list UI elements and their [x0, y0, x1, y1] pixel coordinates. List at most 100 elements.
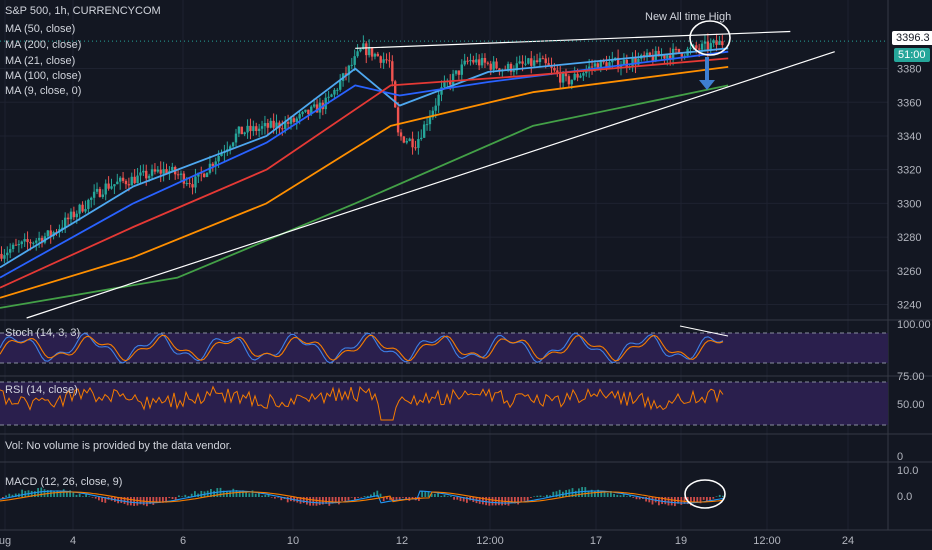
- rsi-axis-tick-75: 75.00: [897, 371, 925, 383]
- macd-histogram-bar: [325, 497, 327, 504]
- macd-histogram-bar: [280, 497, 283, 501]
- macd-histogram-bar: [674, 497, 676, 507]
- macd-histogram-bar: [370, 494, 372, 497]
- macd-histogram-bar: [184, 494, 187, 497]
- candle-body: [425, 124, 429, 126]
- macd-histogram-bar: [200, 490, 203, 497]
- macd-histogram-bar: [638, 497, 641, 500]
- candle-body: [228, 146, 232, 150]
- candle-body: [492, 61, 495, 70]
- candle-body: [573, 73, 576, 80]
- volume-pane-label[interactable]: Vol: No volume is provided by the data v…: [5, 440, 232, 452]
- macd-histogram-bar: [386, 497, 388, 500]
- macd-histogram-bar: [606, 492, 609, 497]
- candle-body: [220, 153, 223, 157]
- candle-body: [373, 53, 377, 57]
- stoch-pane-label[interactable]: Stoch (14, 3, 3): [5, 327, 81, 339]
- time-axis-tick-label: 12:00: [476, 535, 504, 547]
- candle-body: [712, 40, 715, 44]
- price-axis-tick-label: 3240: [897, 300, 921, 312]
- ath-annotation: New All time High: [645, 11, 732, 23]
- macd-circle: [684, 479, 726, 509]
- macd-histogram-bar: [718, 494, 721, 497]
- macd-histogram-bar: [136, 497, 139, 506]
- candle-body: [182, 173, 186, 184]
- macd-histogram-bar: [603, 490, 606, 497]
- candle-body: [295, 118, 298, 122]
- candle-body: [367, 47, 371, 56]
- macd-histogram-bar: [427, 491, 430, 497]
- macd-histogram-bar: [251, 490, 254, 497]
- candle-body: [185, 183, 188, 185]
- macd-histogram-bar: [549, 495, 551, 497]
- candle-body: [399, 132, 403, 137]
- candle-body: [72, 211, 76, 218]
- candle-body: [449, 81, 452, 85]
- macd-histogram-bar: [306, 497, 308, 505]
- time-axis-tick-label: ug: [0, 535, 11, 547]
- macd-histogram-bar: [578, 488, 580, 497]
- candle-body: [706, 41, 710, 50]
- candle-body: [515, 63, 518, 71]
- candle-body: [721, 41, 724, 46]
- time-axis-tick-label: 12:00: [753, 535, 781, 547]
- indicator-ma200-label[interactable]: MA (200, close): [5, 39, 82, 51]
- candle-body: [460, 64, 463, 75]
- candle-body: [191, 184, 194, 188]
- symbol-title[interactable]: S&P 500, 1h, CURRENCYCOM: [5, 5, 161, 17]
- candle-body: [700, 43, 704, 50]
- macd-histogram-bar: [398, 497, 401, 501]
- macd-histogram-bar: [338, 497, 340, 505]
- candle-body: [486, 62, 490, 64]
- moving-average-line: [0, 47, 729, 269]
- candle-body: [703, 41, 707, 44]
- macd-histogram-bar: [597, 489, 599, 497]
- indicator-ma100-label[interactable]: MA (100, close): [5, 70, 82, 82]
- macd-histogram-bar: [261, 495, 263, 497]
- rsi-pane-label[interactable]: RSI (14, close): [5, 384, 78, 396]
- candle-body: [127, 184, 131, 186]
- macd-histogram-bar: [357, 497, 359, 498]
- candle-body: [81, 204, 84, 212]
- candle-body: [84, 208, 87, 212]
- candle-body: [101, 194, 105, 197]
- macd-line: [0, 490, 724, 504]
- candle-body: [475, 59, 478, 63]
- macd-histogram-bar: [664, 497, 667, 505]
- macd-histogram-bar: [584, 487, 587, 497]
- macd-histogram-bar: [526, 497, 529, 502]
- candle-body: [660, 55, 663, 57]
- macd-histogram-bar: [91, 497, 94, 498]
- macd-histogram-bar: [149, 497, 151, 504]
- candle-body: [538, 58, 542, 63]
- indicator-ma21-label[interactable]: MA (21, close): [5, 55, 76, 67]
- macd-histogram-bar: [373, 492, 375, 497]
- candle-body: [382, 59, 385, 63]
- candle-body: [362, 43, 365, 50]
- candle-body: [480, 58, 484, 66]
- macd-histogram-bar: [94, 497, 97, 499]
- indicator-ma9-label[interactable]: MA (9, close, 0): [5, 85, 82, 97]
- macd-histogram-bar: [171, 497, 174, 500]
- macd-histogram-bar: [696, 497, 699, 502]
- macd-histogram-bar: [488, 497, 491, 506]
- macd-pane-label[interactable]: MACD (12, 26, close, 9): [5, 476, 123, 488]
- macd-histogram-bar: [712, 497, 715, 499]
- macd-histogram-bar: [187, 496, 190, 497]
- macd-histogram-bar: [354, 497, 356, 500]
- macd-histogram-bar: [8, 493, 11, 497]
- trendline-resistance: [355, 30, 791, 49]
- candle-body: [379, 56, 382, 63]
- candle-body: [78, 204, 81, 214]
- candle-body: [564, 73, 568, 77]
- candle-body: [205, 172, 209, 178]
- indicator-ma50-label[interactable]: MA (50, close): [5, 23, 76, 35]
- macd-histogram-bar: [418, 497, 420, 501]
- macd-histogram-bar: [632, 497, 635, 498]
- macd-histogram-bar: [683, 497, 686, 504]
- candle-body: [66, 217, 70, 220]
- macd-histogram-bar: [104, 497, 107, 503]
- macd-histogram-bar: [376, 490, 379, 497]
